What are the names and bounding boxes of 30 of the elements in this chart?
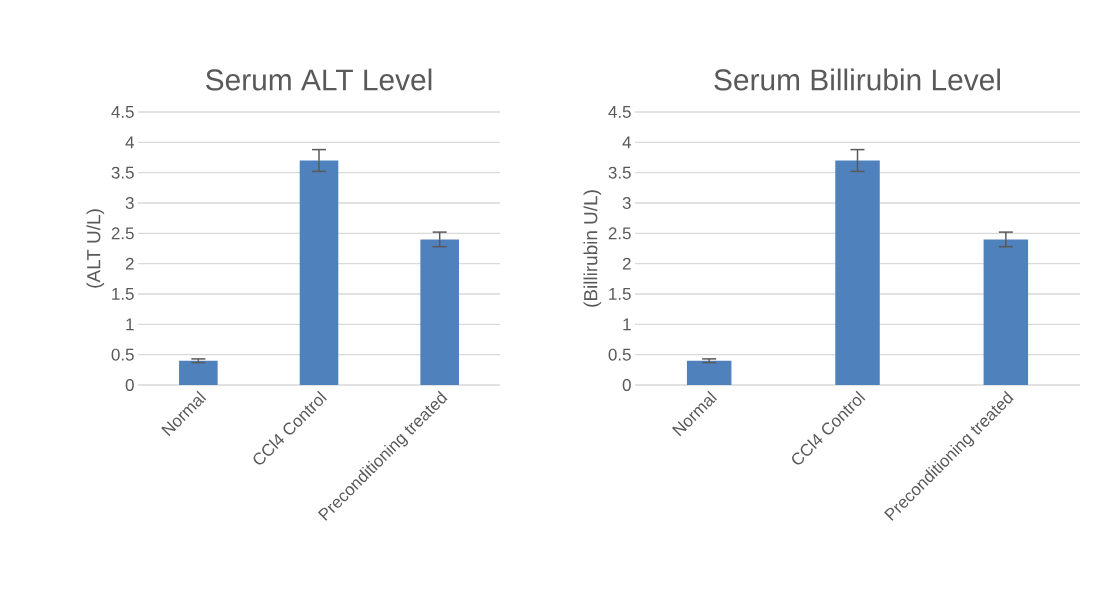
- y-tick-label: 3: [622, 196, 631, 209]
- y-tick-label: 2.5: [608, 227, 631, 240]
- y-tick-label: 2.5: [111, 227, 134, 240]
- y-tick-label: 0.5: [111, 348, 134, 361]
- chart-title: Serum Billirubin Level: [714, 68, 1000, 91]
- y-tick-label: 0: [622, 378, 631, 391]
- y-tick-label: 3.5: [111, 166, 134, 179]
- y-axis-title: (ALT U/L): [86, 209, 105, 288]
- y-tick-label: 1.5: [112, 288, 134, 300]
- bar: [686, 360, 732, 385]
- y-tick-label: 4: [125, 136, 134, 149]
- y-tick-label: 1: [623, 318, 631, 331]
- y-tick-label: 4: [622, 136, 631, 149]
- y-tick-label: 4.5: [608, 106, 631, 118]
- chart-title: Serum ALT Level: [206, 68, 432, 91]
- y-tick-label: 1.5: [609, 288, 631, 300]
- y-tick-label: 4.5: [111, 106, 134, 118]
- y-tick-label: 2: [622, 257, 631, 270]
- y-tick-label: 0.5: [608, 348, 631, 361]
- y-tick-label: 2: [125, 257, 134, 270]
- y-axis-title: (Billirubin U/L): [583, 190, 602, 307]
- y-tick-label: 1: [126, 318, 134, 331]
- bar: [179, 360, 218, 385]
- y-tick-label: 0: [125, 378, 134, 391]
- bar: [420, 239, 459, 385]
- y-tick-label: 3: [125, 196, 134, 209]
- bar: [983, 239, 1029, 385]
- bar: [835, 160, 880, 385]
- bar: [299, 160, 339, 385]
- y-tick-label: 3.5: [608, 166, 631, 179]
